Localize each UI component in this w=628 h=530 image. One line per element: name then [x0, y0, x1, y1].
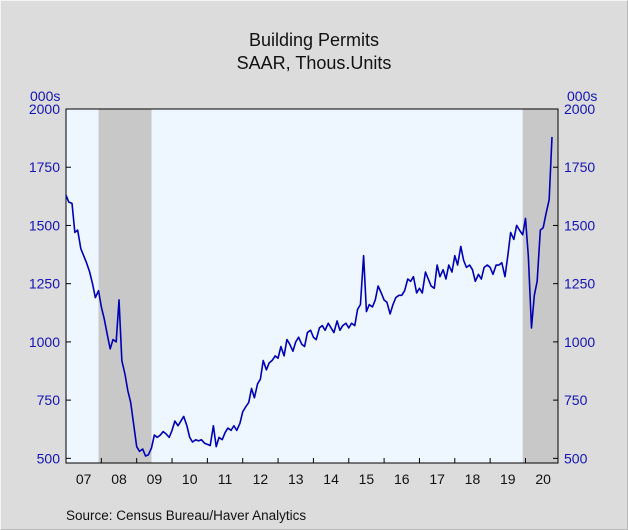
y-tick-label-right: 750 — [564, 392, 588, 408]
chart-title: Building Permits — [248, 30, 380, 50]
plot-border — [65, 108, 559, 464]
x-tick-label: 14 — [323, 471, 339, 487]
x-tick-label: 09 — [147, 471, 163, 487]
y-tick-label-right: 1000 — [564, 334, 595, 350]
y-tick-label-left: 1500 — [29, 217, 60, 233]
x-tick-label: 20 — [535, 471, 551, 487]
series-line — [65, 136, 553, 457]
y-tick-label-left: 750 — [37, 392, 61, 408]
y-tick-label-left: 500 — [37, 450, 61, 466]
y-axis-unit-right: 000s — [567, 88, 598, 104]
y-tick-label-left: 1250 — [29, 276, 60, 292]
x-tick-label: 11 — [218, 471, 233, 487]
y-tick-label-right: 1500 — [564, 217, 595, 233]
source-note: Source: Census Bureau/Haver Analytics — [66, 508, 307, 523]
x-tick-label: 07 — [76, 471, 92, 487]
y-tick-label-right: 1750 — [564, 159, 595, 175]
y-tick-label-left: 1000 — [29, 334, 60, 350]
recession-band-1 — [98, 109, 152, 463]
y-axis-unit-left: 000s — [30, 88, 61, 104]
x-tick-label: 16 — [394, 471, 410, 487]
y-tick-label-right: 2000 — [564, 101, 595, 117]
x-tick-label: 17 — [429, 471, 445, 487]
x-tick-label: 10 — [182, 471, 198, 487]
x-tick-label: 08 — [111, 471, 127, 487]
y-tick-label-left: 2000 — [29, 101, 60, 117]
chart-subtitle: SAAR, Thous.Units — [236, 53, 392, 73]
recession-band-2 — [522, 109, 558, 463]
x-tick-label: 19 — [500, 471, 516, 487]
y-tick-label-right: 1250 — [564, 276, 595, 292]
x-tick-label: 18 — [465, 471, 481, 487]
x-tick-label: 15 — [359, 471, 375, 487]
y-tick-label-left: 1750 — [29, 159, 60, 175]
x-tick-label: 12 — [253, 471, 269, 487]
y-tick-label-right: 500 — [564, 450, 588, 466]
x-tick-label: 13 — [288, 471, 304, 487]
